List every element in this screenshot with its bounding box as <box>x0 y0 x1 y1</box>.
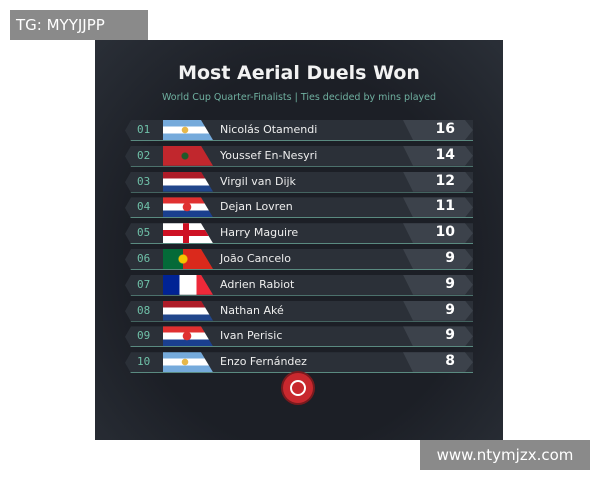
rank: 04 <box>137 200 151 214</box>
rank: 10 <box>137 355 151 369</box>
duels-value: 9 <box>445 250 455 266</box>
value-box <box>403 223 473 244</box>
table-row: 09 Ivan Perisic 9 <box>125 326 473 348</box>
value-box <box>403 274 473 295</box>
player-name: Virgil van Dijk <box>220 174 296 188</box>
flag-england-icon <box>163 223 213 244</box>
row-background <box>125 197 473 219</box>
value-box <box>403 197 473 218</box>
flag-portugal-icon <box>163 249 213 269</box>
value-box <box>403 352 473 373</box>
flag-netherlands-icon <box>163 171 213 192</box>
brand-logo-icon <box>283 373 313 403</box>
rank: 02 <box>137 148 151 162</box>
row-background <box>125 326 473 348</box>
table-row: 02 Youssef En-Nesyri 14 <box>125 145 473 167</box>
duels-value: 9 <box>445 327 455 344</box>
row-background <box>125 145 473 167</box>
rank: 06 <box>137 252 151 265</box>
player-name: Dejan Lovren <box>220 200 293 214</box>
duels-value: 9 <box>445 275 455 292</box>
player-name: Nicolás Otamendi <box>220 123 318 136</box>
player-name: Harry Maguire <box>220 226 299 240</box>
duels-value: 8 <box>445 353 455 370</box>
row-background <box>125 274 473 296</box>
rank: 01 <box>137 123 151 136</box>
duels-value: 11 <box>435 198 455 215</box>
table-row: 08 Nathan Aké 9 <box>125 300 473 322</box>
rank: 09 <box>137 329 151 343</box>
player-name: Adrien Rabiot <box>220 277 295 291</box>
value-box <box>403 249 473 269</box>
table-row: 05 Harry Maguire 10 <box>125 223 473 245</box>
flag-argentina-icon <box>163 352 213 373</box>
flag-france-icon <box>163 274 213 295</box>
row-background <box>125 171 473 193</box>
table-row: 03 Virgil van Dijk 12 <box>125 171 473 193</box>
player-name: João Cancelo <box>220 252 291 265</box>
row-background <box>125 249 473 270</box>
value-box <box>403 145 473 166</box>
value-box <box>403 300 473 321</box>
flag-morocco-icon <box>163 145 213 166</box>
row-background <box>125 223 473 245</box>
duels-value: 14 <box>435 146 455 163</box>
player-name: Ivan Perisic <box>220 329 283 343</box>
rank: 03 <box>137 174 151 188</box>
row-background <box>125 120 473 141</box>
player-name: Enzo Fernández <box>220 355 307 369</box>
leaderboard-card: Most Aerial Duels Won World Cup Quarter-… <box>95 40 503 440</box>
value-box <box>403 120 473 140</box>
table-row: 10 Enzo Fernández 8 <box>125 352 473 374</box>
player-name: Youssef En-Nesyri <box>220 148 318 162</box>
flag-argentina-icon <box>163 120 213 140</box>
watermark-top: TG: MYYJJPP <box>10 10 148 40</box>
rank: 07 <box>137 277 151 291</box>
rank: 08 <box>137 303 151 317</box>
row-background <box>125 352 473 374</box>
table-row: 01 Nicolás Otamendi 16 <box>125 120 473 141</box>
rank: 05 <box>137 226 151 240</box>
row-background <box>125 300 473 322</box>
flag-croatia-icon <box>163 197 213 218</box>
duels-value: 10 <box>435 224 455 241</box>
value-box <box>403 171 473 192</box>
table-row: 07 Adrien Rabiot 9 <box>125 274 473 296</box>
value-box <box>403 326 473 347</box>
subtitle: World Cup Quarter-Finalists | Ties decid… <box>161 92 437 103</box>
duels-value: 12 <box>435 172 455 189</box>
duels-value: 16 <box>435 121 455 137</box>
player-name: Nathan Aké <box>220 303 284 317</box>
watermark-bottom: www.ntymjzx.com <box>420 440 590 470</box>
table-row: 06 João Cancelo 9 <box>125 249 473 270</box>
table-row: 04 Dejan Lovren 11 <box>125 197 473 219</box>
page-title: Most Aerial Duels Won <box>178 62 420 84</box>
flag-croatia-icon <box>163 326 213 347</box>
duels-value: 9 <box>445 301 455 318</box>
flag-netherlands-icon <box>163 300 213 321</box>
